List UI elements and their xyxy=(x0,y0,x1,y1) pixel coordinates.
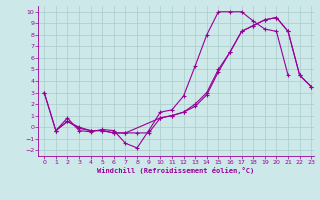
X-axis label: Windchill (Refroidissement éolien,°C): Windchill (Refroidissement éolien,°C) xyxy=(97,167,255,174)
